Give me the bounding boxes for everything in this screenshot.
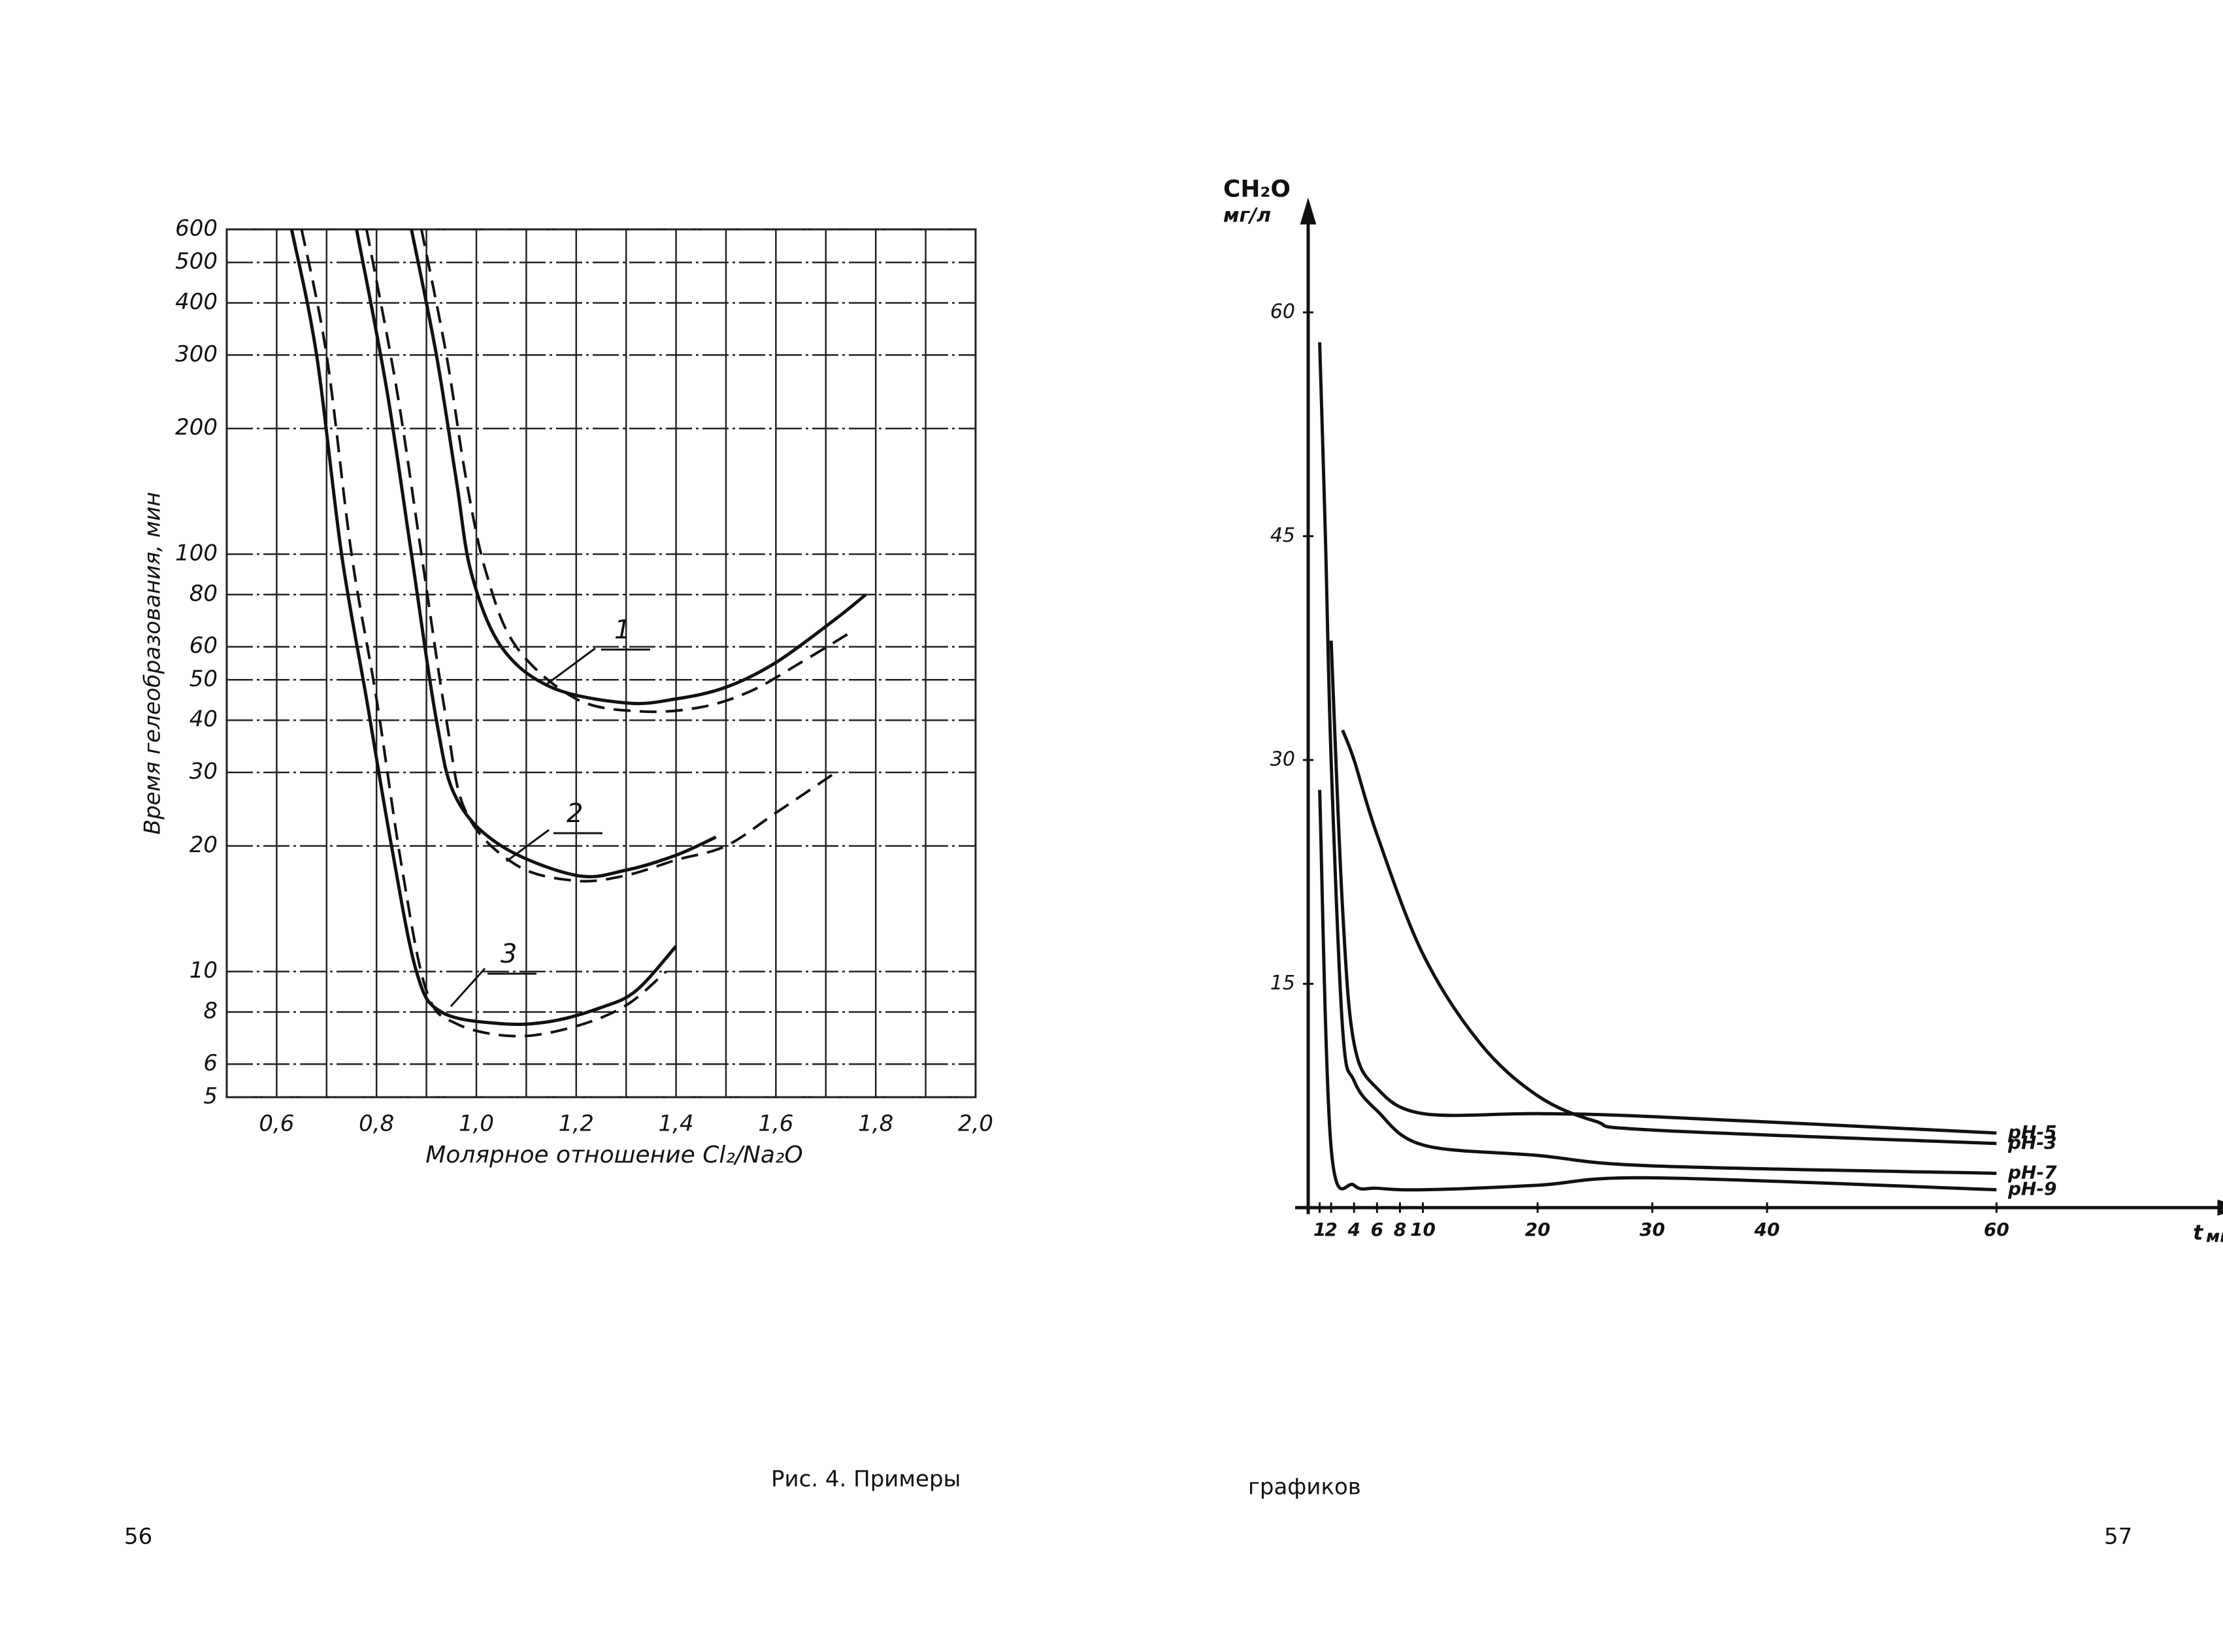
x-tick-label: 10 (1410, 1219, 1436, 1240)
curve (420, 229, 852, 714)
y-tick-label: 200 (175, 414, 218, 440)
x-tick-label: 4 (1347, 1219, 1360, 1240)
x-axis (1295, 1199, 2223, 1216)
y-tick-label: 5 (203, 1083, 218, 1110)
x-tick-label: 40 (1754, 1219, 1780, 1240)
curve-label: 3 (501, 939, 517, 969)
y-tick-label: 8 (203, 998, 218, 1024)
page-number: 57 (2104, 1524, 2132, 1550)
y-axis (1300, 197, 1317, 1214)
y-tick-label: 10 (189, 957, 218, 983)
x-tick-label: 1,0 (459, 1111, 494, 1137)
x-axis-label: t (2193, 1220, 2204, 1245)
caption: графиков (1248, 1474, 1361, 1500)
x-tick-label: 30 (1639, 1219, 1665, 1240)
x-tick-label: 8 (1394, 1219, 1406, 1240)
curve-label: pH-3 (2007, 1132, 2057, 1153)
y-tick-label: 50 (189, 666, 218, 692)
curve (410, 229, 867, 706)
y-axis-unit: мг/л (1223, 205, 1271, 227)
y-axis-label: CH₂O (1223, 176, 1291, 203)
x-tick-label: 1,8 (858, 1111, 893, 1137)
page-number: 56 (124, 1524, 152, 1550)
curve (1341, 729, 1997, 1146)
y-tick-label: 30 (1270, 748, 1295, 771)
curve-label: 2 (567, 799, 583, 829)
plot-frame (225, 228, 977, 1099)
y-tick-label: 80 (189, 580, 218, 606)
x-axis-label: Молярное отношение Cl₂/Na₂O (425, 1142, 802, 1168)
y-tick-label: 20 (189, 832, 218, 858)
y-tick-label: 30 (189, 758, 218, 784)
leader-line (506, 829, 550, 863)
leader-line (544, 647, 596, 687)
x-tick-label: 1,6 (758, 1111, 793, 1137)
curve-label: pH-5 (2007, 1121, 2057, 1143)
x-tick-label: 2,0 (958, 1111, 993, 1137)
y-tick-label: 60 (189, 633, 218, 659)
x-tick-label: 60 (1984, 1219, 2009, 1240)
y-tick-label: 300 (175, 341, 218, 367)
curve (1329, 640, 1997, 1135)
y-tick-label: 400 (175, 289, 218, 315)
x-tick-label: 1,4 (659, 1111, 694, 1137)
y-tick-label: 500 (175, 248, 218, 274)
y-tick-label: 60 (1270, 301, 1295, 323)
curve (365, 229, 837, 883)
x-tick-label: 1,2 (559, 1111, 594, 1137)
x-tick-label: 6 (1371, 1219, 1383, 1240)
y-axis-label: Время гелеобразования, мин (140, 492, 166, 834)
y-tick-label: 100 (175, 540, 218, 567)
y-tick-label: 6 (203, 1050, 218, 1076)
y-tick-label: 600 (175, 216, 218, 242)
y-tick-label: 45 (1270, 524, 1295, 547)
x-tick-label: 0,8 (359, 1111, 394, 1137)
curve (1318, 789, 1997, 1192)
curve-label: pH-7 (2007, 1161, 2057, 1183)
leader-line (450, 967, 486, 1008)
curve (1318, 342, 1997, 1175)
curve (355, 229, 717, 879)
curve-label: 1 (614, 615, 631, 645)
curve-label: pH-9 (2007, 1178, 2057, 1200)
y-tick-label: 15 (1270, 972, 1295, 995)
x-axis-unit: мин (2206, 1227, 2223, 1247)
x-tick-label: 2 (1325, 1219, 1337, 1240)
curve (289, 229, 678, 1027)
caption: Рис. 4. Примеры (771, 1466, 961, 1493)
curve (300, 229, 667, 1038)
x-tick-label: 20 (1525, 1219, 1551, 1240)
y-tick-label: 40 (189, 706, 218, 733)
x-tick-label: 1 (1313, 1219, 1326, 1240)
x-tick-label: 0,6 (259, 1111, 294, 1137)
